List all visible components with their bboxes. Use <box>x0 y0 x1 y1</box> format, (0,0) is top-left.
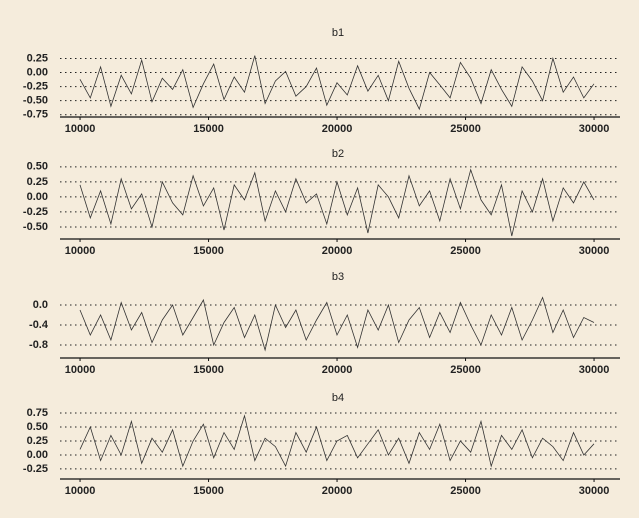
x-tick-label: 25000 <box>450 123 481 135</box>
y-tick-label: -0.4 <box>29 319 49 331</box>
trace-line <box>79 414 595 468</box>
y-tick-label: -0.25 <box>23 463 48 475</box>
panel-title: b4 <box>332 392 344 404</box>
x-tick-label: 25000 <box>450 364 481 376</box>
trace-line <box>79 296 595 352</box>
x-tick-label: 25000 <box>450 485 481 497</box>
panel-title: b1 <box>332 27 344 39</box>
y-tick-label: -0.25 <box>23 81 48 93</box>
x-tick-label: 10000 <box>65 123 96 135</box>
y-tick-label: 0.50 <box>27 161 48 173</box>
y-tick-label: 0.00 <box>27 191 48 203</box>
y-tick-label: -0.50 <box>23 95 48 107</box>
x-tick-label: 20000 <box>322 245 353 257</box>
x-tick-label: 15000 <box>193 245 224 257</box>
y-tick-label: -0.75 <box>23 109 48 121</box>
x-tick-label: 25000 <box>450 245 481 257</box>
x-tick-label: 15000 <box>193 485 224 497</box>
y-tick-label: 0.50 <box>27 421 48 433</box>
x-tick-label: 30000 <box>579 485 610 497</box>
x-tick-label: 30000 <box>579 123 610 135</box>
x-tick-label: 15000 <box>193 364 224 376</box>
trace-line <box>79 55 595 111</box>
x-tick-label: 10000 <box>65 485 96 497</box>
y-tick-label: 0.25 <box>27 435 48 447</box>
y-tick-label: 0.25 <box>27 52 48 64</box>
x-tick-label: 15000 <box>193 123 224 135</box>
x-tick-label: 30000 <box>579 364 610 376</box>
y-tick-label: 0.0 <box>33 299 48 311</box>
x-tick-label: 20000 <box>322 364 353 376</box>
panel-title: b3 <box>332 271 344 283</box>
y-tick-label: -0.25 <box>23 206 48 218</box>
y-tick-label: -0.50 <box>23 221 48 233</box>
x-tick-label: 30000 <box>579 245 610 257</box>
panel-title: b2 <box>332 148 344 160</box>
trace-line <box>79 168 595 237</box>
x-tick-label: 10000 <box>65 245 96 257</box>
y-tick-label: 0.25 <box>27 176 48 188</box>
y-tick-label: 0.75 <box>27 407 48 419</box>
x-tick-label: 20000 <box>322 123 353 135</box>
x-tick-label: 10000 <box>65 364 96 376</box>
x-tick-label: 20000 <box>322 485 353 497</box>
y-tick-label: 0.00 <box>27 66 48 78</box>
y-tick-label: 0.00 <box>27 449 48 461</box>
y-tick-label: -0.8 <box>29 339 48 351</box>
